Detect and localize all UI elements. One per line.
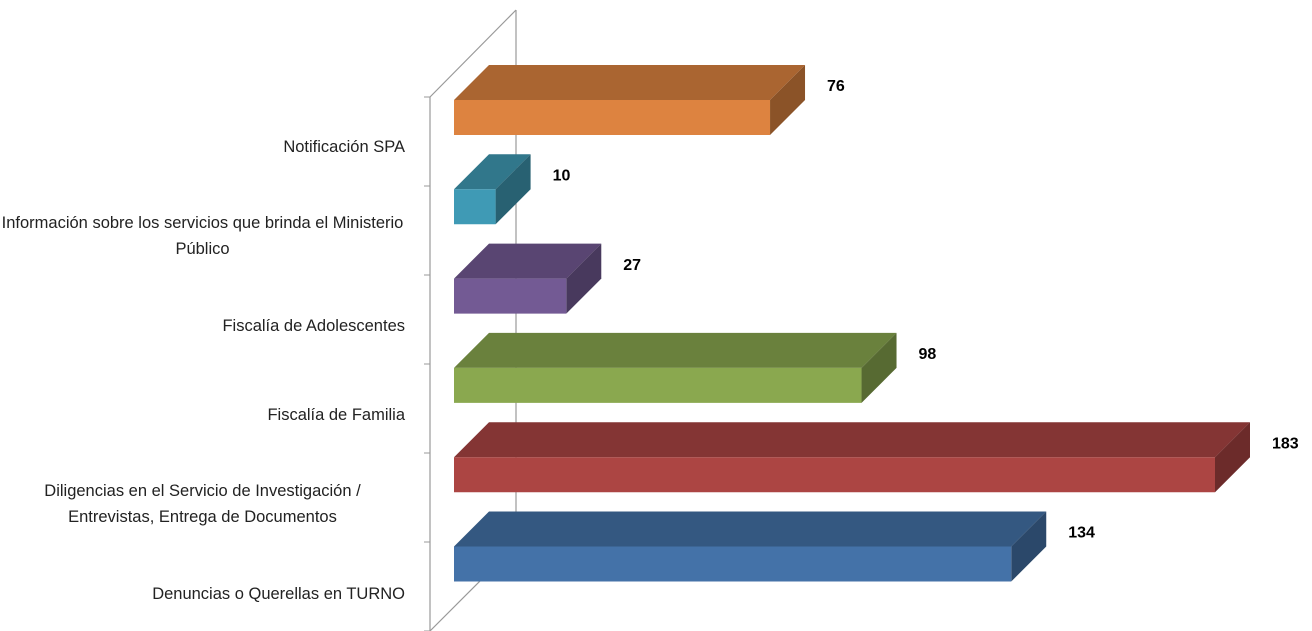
bar [454, 422, 1250, 493]
bar-side [770, 65, 806, 135]
bar-side [861, 332, 897, 403]
bar-top [454, 422, 1250, 458]
bar-side [566, 243, 602, 314]
bar-side [1011, 511, 1047, 582]
bar-side [1215, 422, 1250, 493]
bar-side [495, 154, 531, 225]
category-label: Fiscalía de Adolescentes [222, 316, 405, 335]
bar [454, 65, 806, 135]
value-label: 98 [919, 346, 937, 363]
value-label: 27 [623, 257, 641, 274]
category-label: Diligencias en el Servicio de Investigac… [44, 482, 361, 527]
value-label: 10 [553, 168, 571, 185]
bar [454, 332, 897, 403]
bar-top [454, 243, 602, 279]
bar-top [454, 332, 897, 368]
bar-top [454, 65, 806, 100]
bar-front [454, 100, 771, 135]
bar [454, 511, 1047, 582]
value-label: 134 [1068, 525, 1095, 542]
bar-top [454, 154, 531, 190]
bar-front [454, 546, 1012, 582]
value-label: 183 [1272, 435, 1299, 452]
bar-front [454, 457, 1215, 493]
bar [454, 243, 602, 314]
value-label: 76 [827, 78, 845, 95]
bar-front [454, 278, 567, 314]
bar-top [454, 511, 1047, 547]
category-label: Notificación SPA [283, 138, 405, 156]
category-label: Fiscalía de Familia [267, 405, 405, 424]
bar-front [454, 189, 496, 225]
bar [454, 154, 531, 225]
category-label: Denuncias o Querellas en TURNO [152, 584, 405, 603]
bar-front [454, 367, 862, 403]
category-label: Información sobre los servicios que brin… [1, 214, 404, 259]
